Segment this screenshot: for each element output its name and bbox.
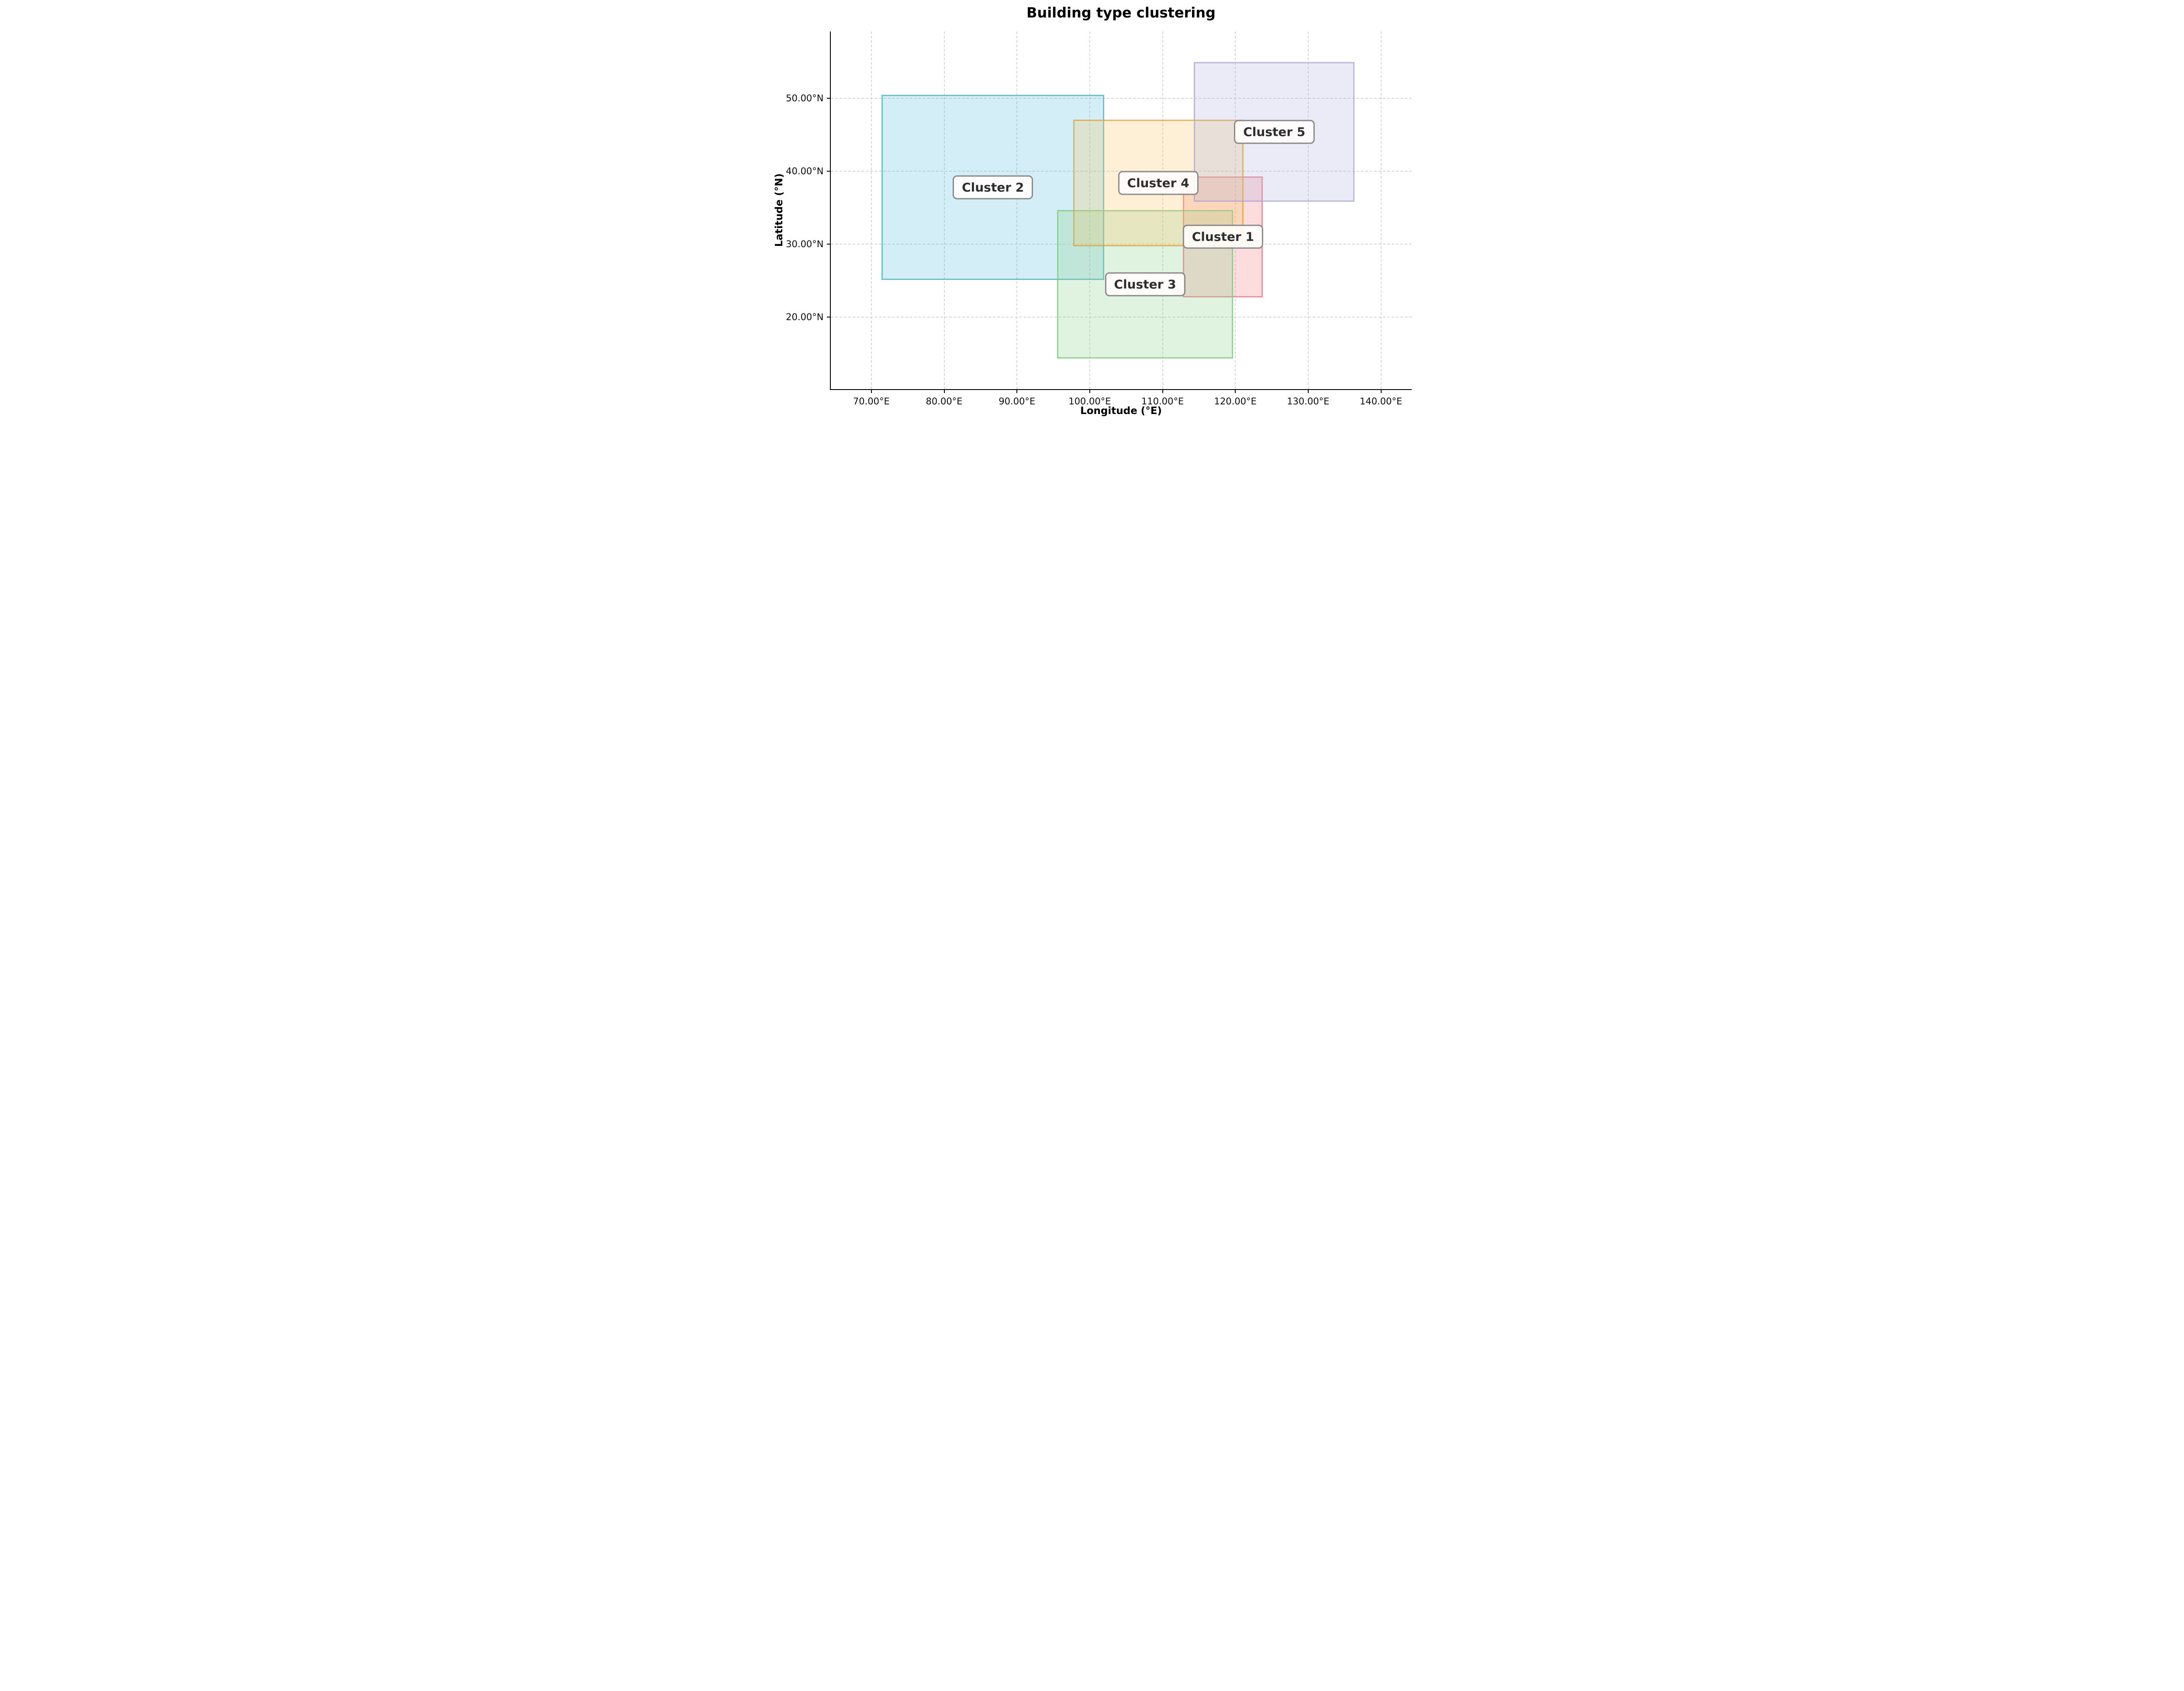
x-tick-label: 80.00°E — [926, 396, 963, 407]
plot-area: Cluster 1 Cluster 2 Cluster 3 Cluster 4 Clus… — [826, 31, 1412, 393]
y-axis-spine — [829, 31, 831, 390]
y-tick-label: 30.00°N — [786, 239, 824, 250]
x-tick-mark — [1307, 390, 1309, 393]
x-tick-label: 140.00°E — [1359, 396, 1403, 407]
x-gridline — [943, 31, 945, 389]
x-tick-mark — [871, 390, 872, 393]
x-tick-label: 90.00°E — [999, 396, 1036, 407]
y-tick-mark — [826, 171, 830, 172]
x-tick-mark — [1016, 390, 1018, 393]
y-tick-mark — [826, 244, 830, 245]
cluster-label-4: Cluster 4 — [1118, 171, 1199, 195]
x-tick-mark — [1089, 390, 1090, 393]
y-tick-label: 50.00°N — [786, 93, 824, 104]
cluster-label-3: Cluster 3 — [1105, 272, 1185, 297]
x-gridline — [1307, 31, 1309, 389]
x-tick-mark — [1162, 390, 1163, 393]
chart-title: Building type clustering — [1026, 4, 1216, 21]
cluster-label-1: Cluster 1 — [1182, 224, 1263, 249]
x-tick-label: 110.00°E — [1141, 396, 1184, 407]
x-gridline — [1380, 31, 1382, 389]
x-tick-label: 100.00°E — [1068, 396, 1111, 407]
x-tick-mark — [943, 390, 945, 393]
cluster-label-2: Cluster 2 — [953, 175, 1033, 200]
x-gridline — [871, 31, 872, 389]
y-gridline — [830, 98, 1412, 99]
x-tick-label: 130.00°E — [1287, 396, 1330, 407]
x-gridline — [1016, 31, 1018, 389]
x-gridline — [1235, 31, 1236, 389]
y-axis-title: Latitude (°N) — [773, 173, 785, 247]
y-gridline — [830, 244, 1412, 245]
y-tick-label: 40.00°N — [786, 166, 824, 177]
x-axis-title: Longitude (°E) — [1080, 405, 1162, 417]
figure: Building type clustering Cluster 1 Cluste… — [768, 0, 1416, 423]
x-tick-mark — [1380, 390, 1382, 393]
x-axis-spine — [829, 389, 1412, 390]
x-tick-label: 120.00°E — [1214, 396, 1257, 407]
cluster-label-5: Cluster 5 — [1234, 120, 1315, 144]
y-tick-label: 20.00°N — [786, 311, 824, 322]
x-tick-label: 70.00°E — [853, 396, 890, 407]
y-tick-mark — [826, 98, 830, 99]
x-tick-mark — [1235, 390, 1236, 393]
